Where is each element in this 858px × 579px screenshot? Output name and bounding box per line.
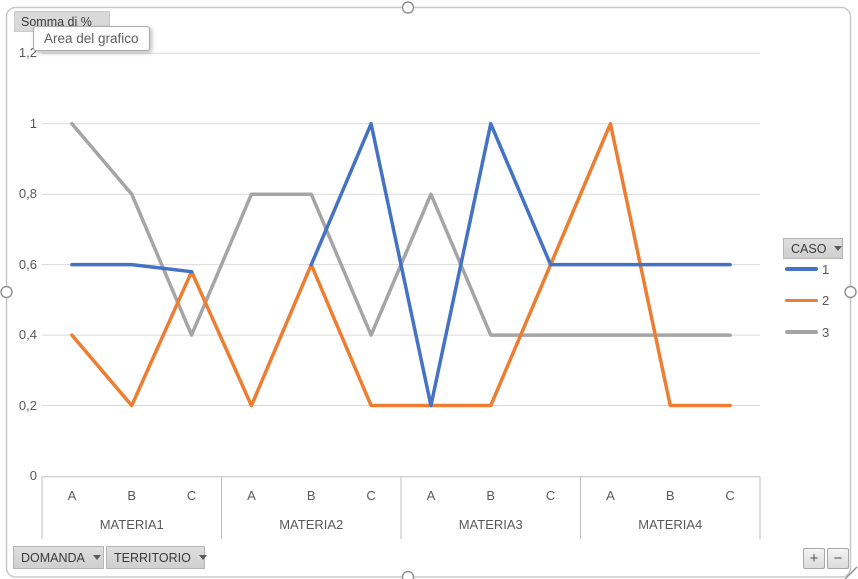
legend-swatch	[785, 267, 818, 271]
group-label: MATERIA4	[638, 517, 703, 532]
value-field-label: Somma di %	[21, 14, 92, 29]
minus-icon: −	[833, 550, 843, 567]
axis-field-button-domanda[interactable]: DOMANDA	[13, 546, 104, 569]
group-label: MATERIA1	[99, 517, 164, 532]
resize-handle-bottom[interactable]	[401, 570, 415, 579]
legend-swatch	[785, 330, 818, 334]
category-label: B	[127, 488, 137, 503]
y-tick-label: 1,2	[18, 45, 37, 61]
legend-field-label: CASO	[791, 241, 827, 256]
zoom-in-button[interactable]: +	[803, 548, 825, 569]
group-label: MATERIA2	[279, 517, 344, 532]
y-tick-label: 0,4	[18, 327, 37, 343]
legend-field-button-caso[interactable]: CASO	[783, 238, 843, 259]
category-label: B	[665, 488, 675, 503]
category-label: A	[426, 488, 436, 503]
legend-swatch	[785, 298, 818, 303]
dropdown-arrow-icon	[834, 246, 843, 251]
axis-field-1-label: DOMANDA	[21, 550, 85, 565]
category-label: A	[247, 488, 256, 503]
y-tick-label: 1	[29, 115, 37, 131]
category-label: A	[606, 488, 615, 503]
series-line-2[interactable]	[70, 122, 732, 408]
legend-label: 1	[822, 261, 830, 277]
axis-field-button-territorio[interactable]: TERRITORIO	[106, 546, 207, 569]
chart-area-tooltip: Area del grafico	[33, 26, 150, 51]
resize-corner-icon[interactable]	[844, 566, 858, 579]
y-tick-label: 0,6	[18, 256, 37, 272]
y-tick-label: 0	[29, 468, 37, 483]
dropdown-arrow-icon	[198, 555, 207, 560]
category-label: C	[186, 488, 197, 503]
legend-item-2[interactable]: 2	[785, 293, 829, 308]
legend-item-3[interactable]: 3	[785, 325, 829, 340]
dropdown-arrow-icon	[92, 555, 101, 560]
group-label: MATERIA3	[458, 517, 523, 532]
zoom-out-button[interactable]: −	[827, 548, 849, 569]
y-tick-label: 0,2	[18, 397, 37, 413]
category-label: C	[366, 488, 376, 503]
category-label: A	[67, 488, 77, 503]
legend-label: 3	[822, 324, 830, 340]
category-label: B	[486, 488, 496, 503]
series-line-1[interactable]	[70, 262, 194, 274]
legend-item-1[interactable]: 1	[785, 262, 829, 277]
legend-label: 2	[822, 293, 830, 308]
resize-handle-top[interactable]	[401, 1, 415, 14]
resize-handle-right[interactable]	[844, 285, 857, 299]
category-label: C	[725, 488, 735, 503]
series-line-1[interactable]	[309, 122, 732, 408]
plus-icon: +	[809, 550, 819, 567]
y-tick-label: 0,8	[18, 186, 37, 202]
resize-handle-left[interactable]	[0, 285, 13, 299]
axis-field-2-label: TERRITORIO	[114, 550, 191, 565]
category-label: C	[545, 488, 556, 503]
category-label: B	[306, 488, 316, 503]
tooltip-label: Area del grafico	[44, 31, 139, 46]
